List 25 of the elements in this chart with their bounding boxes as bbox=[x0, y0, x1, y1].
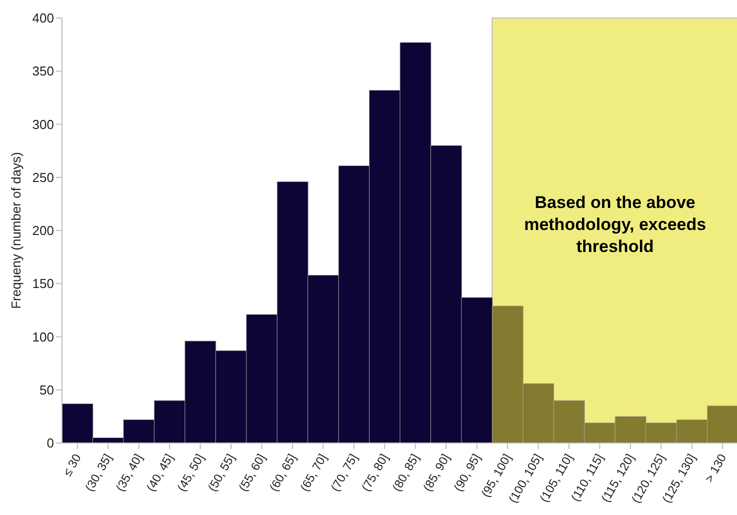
x-tick-label: (60, 65] bbox=[266, 452, 300, 494]
y-tick-label: 400 bbox=[32, 10, 54, 26]
x-tick-label: (65, 70] bbox=[297, 452, 330, 494]
x-tick-label: ≤ 30 bbox=[60, 451, 84, 479]
y-tick-label: 150 bbox=[32, 276, 54, 292]
x-tick-label: (30, 35] bbox=[82, 452, 115, 494]
x-tick-label: (50, 55] bbox=[205, 452, 238, 494]
x-tick-label: (45, 50] bbox=[174, 452, 207, 494]
band-label: Based on the above methodology, exceeds threshold bbox=[524, 193, 706, 256]
y-tick-label: 100 bbox=[32, 329, 54, 344]
y-tick-label: 250 bbox=[32, 170, 54, 185]
y-tick-label: 350 bbox=[32, 64, 54, 79]
x-tick-label: (80, 85] bbox=[389, 452, 422, 494]
x-tick-label: (75, 80] bbox=[358, 452, 392, 494]
x-tick-label: (35, 40] bbox=[112, 452, 146, 494]
y-tick-label: 50 bbox=[40, 382, 54, 398]
x-tick-label: (40, 45] bbox=[144, 452, 176, 494]
x-tick-label: (70, 75] bbox=[328, 452, 361, 494]
x-tick-label: > 130 bbox=[702, 451, 730, 485]
y-tick-label: 200 bbox=[32, 223, 54, 238]
y-axis-title: Frequeny (number of days) bbox=[8, 152, 24, 309]
x-tick-label: (85, 90] bbox=[420, 452, 453, 494]
x-tick-label: (55, 60] bbox=[236, 452, 268, 494]
y-tick-label: 0 bbox=[46, 436, 54, 451]
y-tick-label: 300 bbox=[32, 116, 54, 132]
